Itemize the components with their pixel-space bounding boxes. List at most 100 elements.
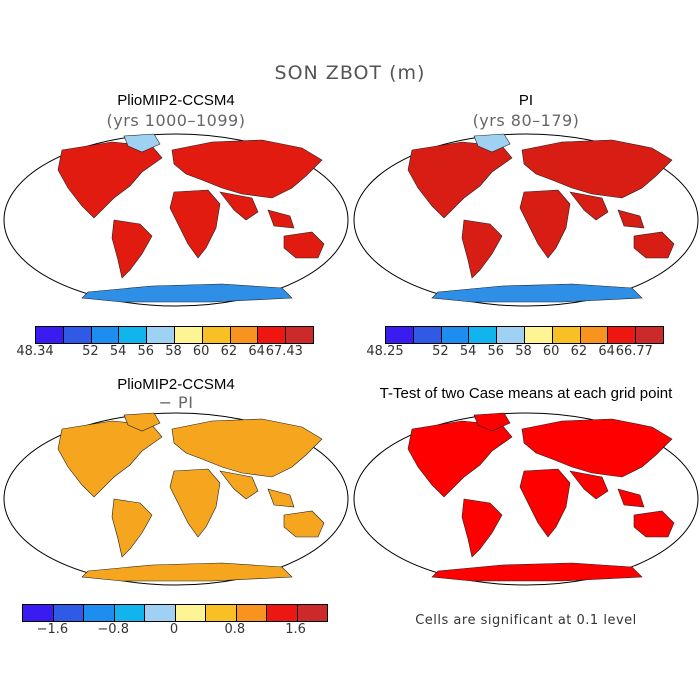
colorbar-swatch bbox=[174, 327, 203, 343]
panel-title-top-left: PlioMIP2-CCSM4 bbox=[117, 92, 235, 109]
landmass-africa bbox=[519, 189, 571, 259]
panel-title-bottom-right: T-Test of two Case means at each grid po… bbox=[379, 385, 673, 402]
colorbar-swatch bbox=[267, 605, 298, 621]
colorbar-tick-label: 62 bbox=[220, 344, 238, 359]
colorbar-swatch bbox=[441, 327, 470, 343]
colorbar-tick-label: 0 bbox=[169, 622, 179, 637]
map-pi bbox=[353, 133, 699, 307]
colorbar-swatch bbox=[91, 327, 120, 343]
landmass-arabia-india bbox=[569, 191, 609, 221]
colorbar-tick-label: 60 bbox=[192, 344, 210, 359]
landmass-south-america bbox=[111, 219, 153, 279]
colorbar-tick-label: 62 bbox=[570, 344, 588, 359]
colorbar-swatch bbox=[552, 327, 581, 343]
landmass-se-asia bbox=[617, 488, 645, 508]
colorbar-top-left bbox=[35, 326, 314, 344]
landmass-antarctica bbox=[81, 562, 293, 582]
map-ttest bbox=[353, 412, 699, 586]
colorbar-tick-label: 54 bbox=[109, 344, 127, 359]
colorbar-tick-label: 1.6 bbox=[285, 622, 306, 637]
colorbar-swatch bbox=[84, 605, 115, 621]
landmass-africa bbox=[169, 189, 221, 259]
colorbar-tick-label: 64 bbox=[598, 344, 615, 359]
colorbar-swatch bbox=[119, 327, 148, 343]
landmass-antarctica bbox=[81, 283, 293, 303]
panel-subtitle-bottom-left: − PI bbox=[158, 393, 194, 412]
panel-subtitle-top-right: (yrs 80–179) bbox=[472, 111, 580, 130]
colorbar-swatch bbox=[524, 327, 553, 343]
landmass-europe-asia bbox=[521, 418, 673, 478]
landmass-south-america bbox=[461, 219, 503, 279]
landmass-greenland bbox=[473, 133, 511, 153]
colorbar-labels-top-left: 48.34 52 54 56 58 60 62 64 67.43 bbox=[16, 344, 312, 364]
landmass-africa bbox=[519, 468, 571, 538]
colorbar-labels-top-right: 48.25 52 54 56 58 60 62 64 66.77 bbox=[366, 344, 662, 364]
colorbar-swatch bbox=[114, 605, 145, 621]
landmass-greenland bbox=[473, 412, 511, 432]
colorbar-tick-label: 58 bbox=[515, 344, 532, 359]
colorbar-swatch bbox=[497, 327, 525, 343]
colorbar-swatch bbox=[36, 327, 64, 343]
colorbar-swatch bbox=[230, 327, 259, 343]
panel-subtitle-top-left: (yrs 1000–1099) bbox=[106, 111, 246, 130]
colorbar-tick-label: 60 bbox=[542, 344, 560, 359]
map-difference bbox=[3, 412, 349, 586]
colorbar-swatch bbox=[636, 327, 663, 343]
landmass-africa bbox=[169, 468, 221, 538]
figure-title: SON ZBOT (m) bbox=[274, 62, 426, 84]
landmass-arabia-india bbox=[219, 191, 259, 221]
landmass-europe-asia bbox=[521, 139, 673, 199]
colorbar-swatch bbox=[53, 605, 84, 621]
colorbar-tick-label: 48.34 bbox=[16, 344, 54, 359]
colorbar-tick-label: 58 bbox=[165, 344, 182, 359]
colorbar-tick-label: −0.8 bbox=[97, 622, 129, 637]
panel-title-top-right: PI bbox=[518, 92, 534, 109]
colorbar-swatch bbox=[23, 605, 54, 621]
colorbar-top-right bbox=[385, 326, 664, 344]
colorbar-swatch bbox=[175, 605, 206, 621]
colorbar-labels-bottom-left: −1.6 −0.8 0 0.8 1.6 bbox=[22, 622, 326, 642]
map-plio-ccsm4 bbox=[3, 133, 349, 307]
landmass-greenland bbox=[123, 412, 161, 432]
landmass-antarctica bbox=[431, 283, 643, 303]
colorbar-tick-label: 66.77 bbox=[615, 344, 653, 359]
colorbar-tick-label: 48.25 bbox=[366, 344, 404, 359]
landmass-australia bbox=[633, 231, 675, 259]
colorbar-swatch bbox=[147, 327, 175, 343]
landmass-greenland bbox=[123, 133, 161, 153]
colorbar-swatch bbox=[297, 605, 327, 621]
significance-note: Cells are significant at 0.1 level bbox=[415, 613, 637, 628]
colorbar-tick-label: 56 bbox=[487, 344, 505, 359]
landmass-antarctica bbox=[431, 562, 643, 582]
colorbar-swatch bbox=[236, 605, 267, 621]
colorbar-swatch bbox=[608, 327, 637, 343]
colorbar-tick-label: 56 bbox=[137, 344, 155, 359]
colorbar-swatch bbox=[386, 327, 414, 343]
colorbar-swatch bbox=[286, 327, 313, 343]
panel-title-bottom-left: PlioMIP2-CCSM4 bbox=[117, 376, 235, 393]
landmass-south-america bbox=[111, 498, 153, 558]
colorbar-tick-label: 0.8 bbox=[224, 622, 246, 637]
colorbar-tick-label: 54 bbox=[459, 344, 477, 359]
landmass-arabia-india bbox=[219, 470, 259, 500]
landmass-south-america bbox=[461, 498, 503, 558]
colorbar-swatch bbox=[206, 605, 237, 621]
colorbar-tick-label: 67.43 bbox=[265, 344, 303, 359]
landmass-europe-asia bbox=[171, 418, 323, 478]
colorbar-swatch bbox=[63, 327, 92, 343]
landmass-se-asia bbox=[267, 488, 295, 508]
colorbar-swatch bbox=[469, 327, 498, 343]
colorbar-swatch bbox=[413, 327, 442, 343]
landmass-europe-asia bbox=[171, 139, 323, 199]
landmass-australia bbox=[283, 231, 325, 259]
landmass-australia bbox=[283, 510, 325, 538]
landmass-se-asia bbox=[617, 209, 645, 229]
landmass-arabia-india bbox=[569, 470, 609, 500]
colorbar-swatch bbox=[580, 327, 609, 343]
colorbar-swatch bbox=[202, 327, 231, 343]
colorbar-bottom-left bbox=[22, 604, 328, 622]
colorbar-tick-label: 52 bbox=[82, 344, 99, 359]
colorbar-swatch bbox=[145, 605, 176, 621]
colorbar-swatch bbox=[258, 327, 287, 343]
colorbar-tick-label: −1.6 bbox=[36, 622, 69, 637]
